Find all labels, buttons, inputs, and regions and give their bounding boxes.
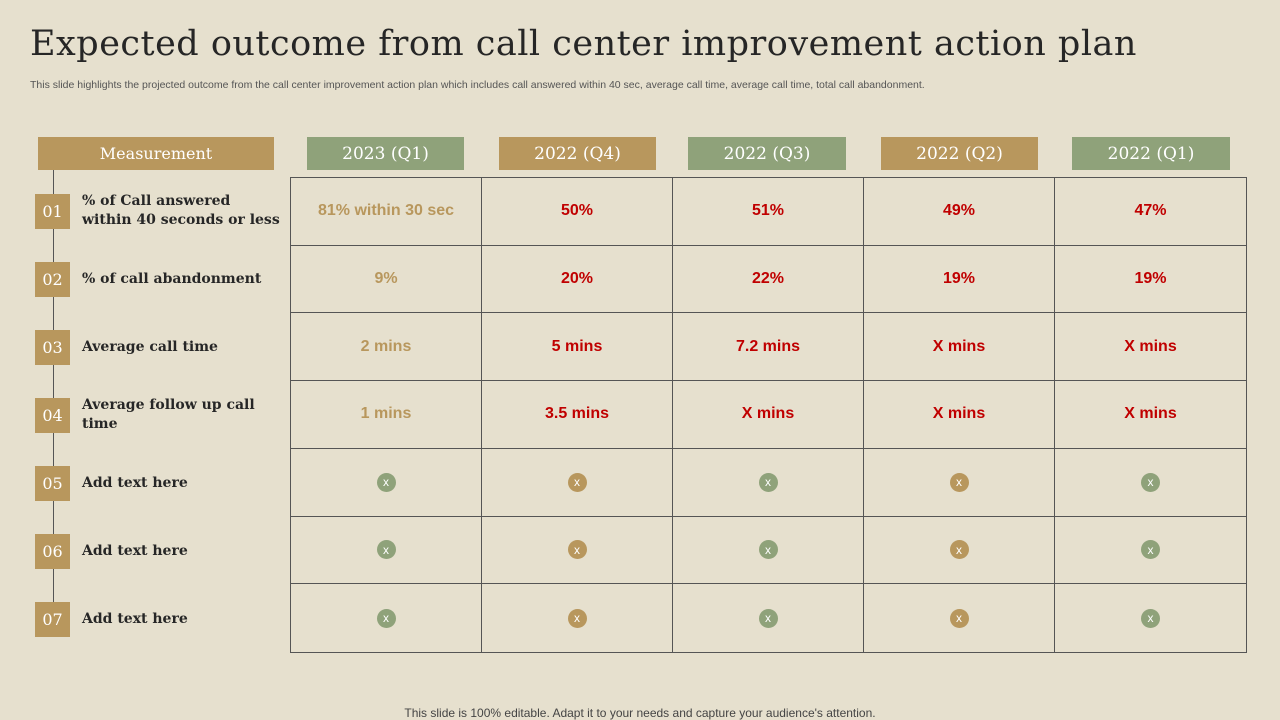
- table-cell: x: [482, 448, 673, 517]
- measurement-row-2: 02 % of call abandonment: [35, 245, 285, 313]
- x-circle-icon: x: [758, 608, 778, 628]
- row-number-badge: 07: [35, 602, 70, 637]
- row-number-badge: 03: [35, 330, 70, 365]
- table-cell-value: 1 mins: [291, 381, 482, 449]
- table-cell: x: [864, 448, 1055, 517]
- period-header-4: 2022 (Q2): [881, 137, 1038, 170]
- table-cell-value: 49%: [864, 178, 1055, 246]
- measurement-label: % of call abandonment: [82, 270, 262, 287]
- table-cell: x: [673, 584, 864, 652]
- table-cell-value: 19%: [1055, 246, 1246, 314]
- x-circle-icon: x: [1141, 540, 1160, 560]
- table-cell-value: 20%: [482, 245, 673, 314]
- table-cell-value: 9%: [291, 245, 482, 314]
- measurement-label: Add text here: [82, 474, 188, 491]
- measurement-label: % of Call answered within 40 seconds or …: [82, 193, 280, 228]
- footer-note: This slide is 100% editable. Adapt it to…: [404, 706, 876, 720]
- row-number-badge: 04: [35, 398, 70, 433]
- x-circle-icon: x: [1141, 472, 1160, 492]
- table-cell: x: [482, 584, 673, 652]
- table-cell: x: [864, 516, 1055, 585]
- table-cell: x: [1055, 584, 1246, 652]
- table-cell: x: [291, 516, 482, 585]
- measurement-label: Average follow up call time: [82, 397, 255, 432]
- table-cell-value: 22%: [673, 245, 864, 314]
- row-number-badge: 01: [35, 194, 70, 229]
- x-circle-icon: x: [376, 608, 396, 628]
- measurement-label: Add text here: [82, 542, 188, 559]
- table-cell: x: [1055, 449, 1246, 517]
- measurement-row-4: 04 Average follow up call time: [35, 381, 285, 449]
- table-cell-value: X mins: [864, 313, 1055, 382]
- x-circle-icon: x: [949, 540, 969, 560]
- row-number-badge: 06: [35, 534, 70, 569]
- outcome-table: 81% within 30 sec 50% 51% 49% 47% 9% 20% 22% 19%…: [290, 177, 1247, 653]
- x-circle-icon: x: [1141, 608, 1160, 628]
- table-cell-value: X mins: [864, 381, 1055, 449]
- row-number-badge: 02: [35, 262, 70, 297]
- period-header-1: 2023 (Q1): [307, 137, 464, 170]
- table-cell: x: [673, 448, 864, 517]
- table-cell-value: X mins: [673, 381, 864, 449]
- table-cell: x: [291, 448, 482, 517]
- table-cell-value: 2 mins: [291, 313, 482, 382]
- table-cell: x: [1055, 517, 1246, 585]
- measurement-row-1: 01 % of Call answered within 40 seconds o…: [35, 177, 285, 245]
- x-circle-icon: x: [567, 608, 587, 628]
- row-number-badge: 05: [35, 466, 70, 501]
- table-cell: x: [482, 516, 673, 585]
- measurement-header: Measurement: [38, 137, 274, 170]
- timeline-line: [53, 170, 54, 610]
- x-circle-icon: x: [567, 472, 587, 492]
- table-cell-value: 50%: [482, 178, 673, 246]
- x-circle-icon: x: [949, 472, 969, 492]
- period-header-5: 2022 (Q1): [1072, 137, 1230, 170]
- measurement-row-5: 05 Add text here: [35, 449, 285, 517]
- table-cell-value: X mins: [1055, 313, 1246, 382]
- table-cell-value: 47%: [1055, 178, 1246, 246]
- measurement-row-6: 06 Add text here: [35, 517, 285, 585]
- period-header-3: 2022 (Q3): [688, 137, 846, 170]
- measurement-label: Add text here: [82, 610, 188, 627]
- table-cell-value: X mins: [1055, 381, 1246, 449]
- measurement-row-3: 03 Average call time: [35, 313, 285, 381]
- table-cell-value: 19%: [864, 245, 1055, 314]
- x-circle-icon: x: [567, 540, 587, 560]
- table-cell-value: 81% within 30 sec: [291, 178, 482, 246]
- table-cell-value: 5 mins: [482, 313, 673, 382]
- table-cell-value: 7.2 mins: [673, 313, 864, 382]
- table-cell-value: 51%: [673, 178, 864, 246]
- measurement-row-7: 07 Add text here: [35, 585, 285, 653]
- page-title: Expected outcome from call center improv…: [30, 24, 1137, 64]
- x-circle-icon: x: [376, 540, 396, 560]
- x-circle-icon: x: [758, 472, 778, 492]
- table-cell: x: [673, 516, 864, 585]
- x-circle-icon: x: [949, 608, 969, 628]
- table-cell-value: 3.5 mins: [482, 381, 673, 449]
- measurement-label: Average call time: [82, 338, 218, 355]
- x-circle-icon: x: [758, 540, 778, 560]
- period-header-2: 2022 (Q4): [499, 137, 656, 170]
- x-circle-icon: x: [376, 472, 396, 492]
- table-cell: x: [291, 584, 482, 652]
- table-cell: x: [864, 584, 1055, 652]
- page-subtitle: This slide highlights the projected outc…: [30, 79, 925, 91]
